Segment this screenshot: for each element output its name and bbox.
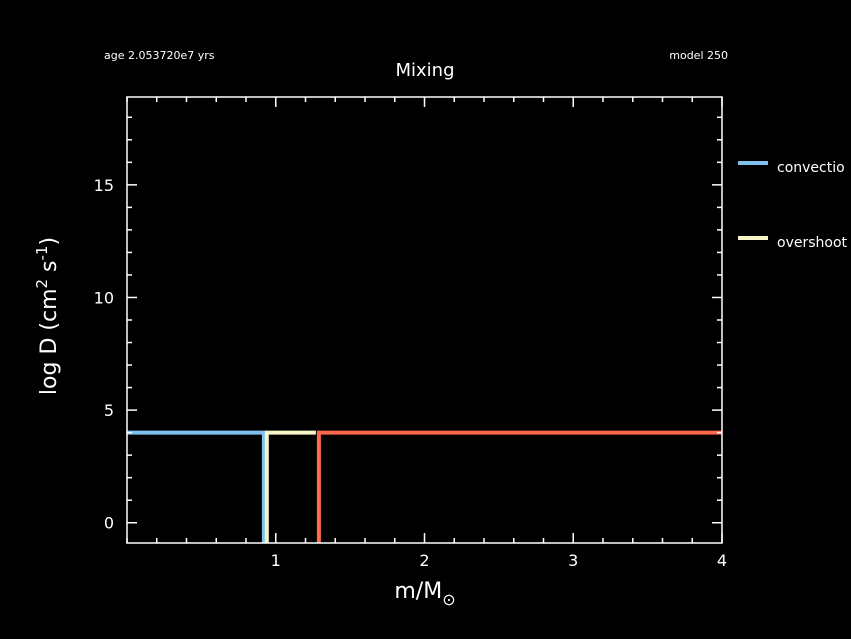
x-tick-label: 4	[717, 551, 727, 570]
age-label: age 2.053720e7 yrs	[104, 49, 215, 62]
y-axis-label-mid: s	[37, 260, 62, 278]
x-axis-label-sub: ⊙	[442, 590, 455, 609]
x-tick-label: 3	[568, 551, 578, 570]
y-axis-label-sup2: -1	[33, 246, 51, 261]
axes-layer	[126, 96, 723, 544]
y-axis-label-main: log D (cm	[37, 289, 62, 396]
x-axis-label-main: m/M	[394, 579, 442, 604]
legend: convectio overshoot	[738, 160, 848, 251]
legend-label-convectio: convectio	[777, 160, 845, 176]
model-label: model 250	[669, 49, 728, 62]
series-layer	[127, 430, 722, 543]
y-axis-label-sup1: 2	[33, 279, 51, 289]
series-line-overshoot	[264, 430, 316, 543]
series-line-series-3	[316, 430, 722, 543]
x-tick-label: 2	[419, 551, 429, 570]
plot-frame	[126, 96, 723, 544]
y-axis-label: log D (cm2 s-1)	[33, 237, 62, 395]
x-axis-label: m/M⊙	[394, 579, 455, 609]
series-line-convection	[127, 430, 266, 543]
legend-label-overshoot: overshoot	[777, 235, 848, 251]
y-tick-label: 10	[94, 288, 114, 307]
chart-title: Mixing	[395, 60, 454, 81]
y-tick-label: 0	[104, 514, 114, 533]
tick-label-layer: 1 2 3 4 0 5 10 15	[94, 176, 727, 570]
y-axis-label-end: )	[37, 237, 62, 246]
x-tick-label: 1	[271, 551, 281, 570]
y-tick-label: 5	[104, 401, 114, 420]
y-tick-label: 15	[94, 176, 114, 195]
